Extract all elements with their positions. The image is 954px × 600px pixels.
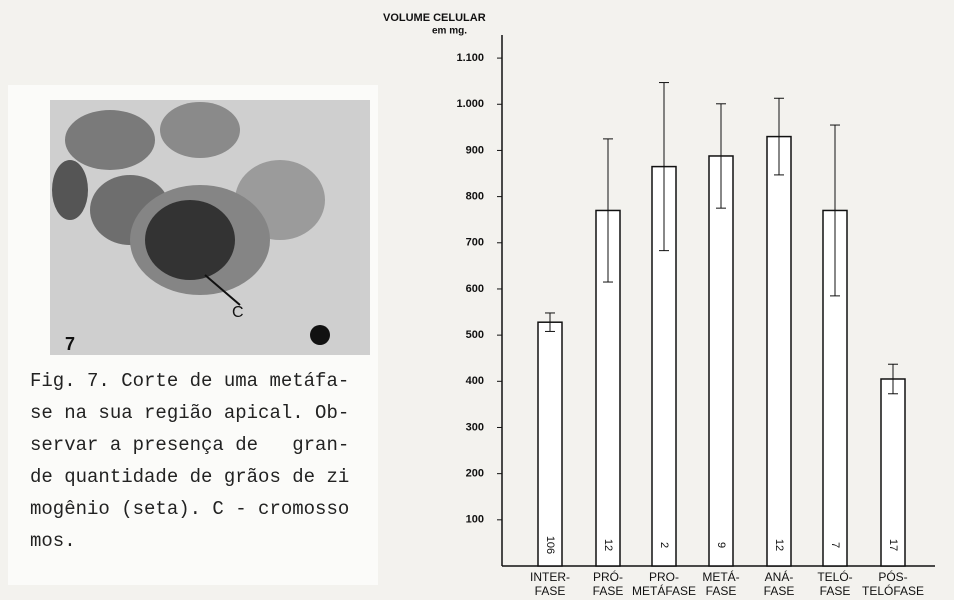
caption-line: de quantidade de grãos de zi: [30, 466, 350, 488]
sample-size: 9: [715, 542, 727, 548]
sample-size: 2: [658, 542, 670, 548]
y-tick-label: 500: [466, 329, 484, 341]
y-tick-label: 600: [466, 283, 484, 295]
sample-size: 12: [602, 539, 614, 551]
caption-line: se na sua região apical. Ob-: [30, 402, 350, 424]
y-axis-label: VOLUME CELULAR: [383, 12, 486, 24]
x-tick-label: PÓS- TELÓFASE: [861, 570, 925, 598]
x-tick-label: ANÁ- FASE: [763, 570, 795, 598]
bar: [766, 135, 792, 567]
y-tick-label: 400: [466, 375, 484, 387]
y-tick-label: 700: [466, 237, 484, 249]
y-tick-label: 100: [466, 514, 484, 526]
y-tick-label: 800: [466, 191, 484, 203]
panel-label: 7: [65, 334, 75, 354]
y-tick-label: 1.100: [456, 52, 484, 64]
bar: [537, 321, 563, 567]
caption-line: servar a presença de gran-: [30, 434, 350, 456]
bar: [708, 155, 734, 567]
x-tick-label: METÁ- FASE: [702, 570, 740, 598]
micrograph: 7 C: [50, 100, 370, 355]
x-tick-label: PRÓ- FASE: [592, 570, 624, 598]
caption-line: Fig. 7. Corte de uma metáfa-: [30, 370, 350, 392]
sample-size: 17: [887, 539, 899, 551]
pointer-label: C: [232, 304, 244, 321]
y-axis-unit: em mg.: [432, 26, 467, 37]
sample-size: 7: [829, 542, 841, 548]
y-tick-label: 200: [466, 468, 484, 480]
x-tick-label: INTER- FASE: [530, 570, 570, 598]
x-tick-label: PRO- METÁFASE: [631, 570, 696, 598]
y-tick-label: 900: [466, 144, 484, 156]
caption-line: mogênio (seta). C - cromosso: [30, 498, 350, 520]
y-tick-label: 1.000: [456, 98, 484, 110]
sample-size: 106: [544, 536, 556, 554]
x-tick-label: TELÓ- FASE: [817, 570, 853, 598]
sample-size: 12: [773, 539, 785, 551]
y-tick-label: 300: [466, 421, 484, 433]
caption-line: mos.: [30, 530, 76, 552]
